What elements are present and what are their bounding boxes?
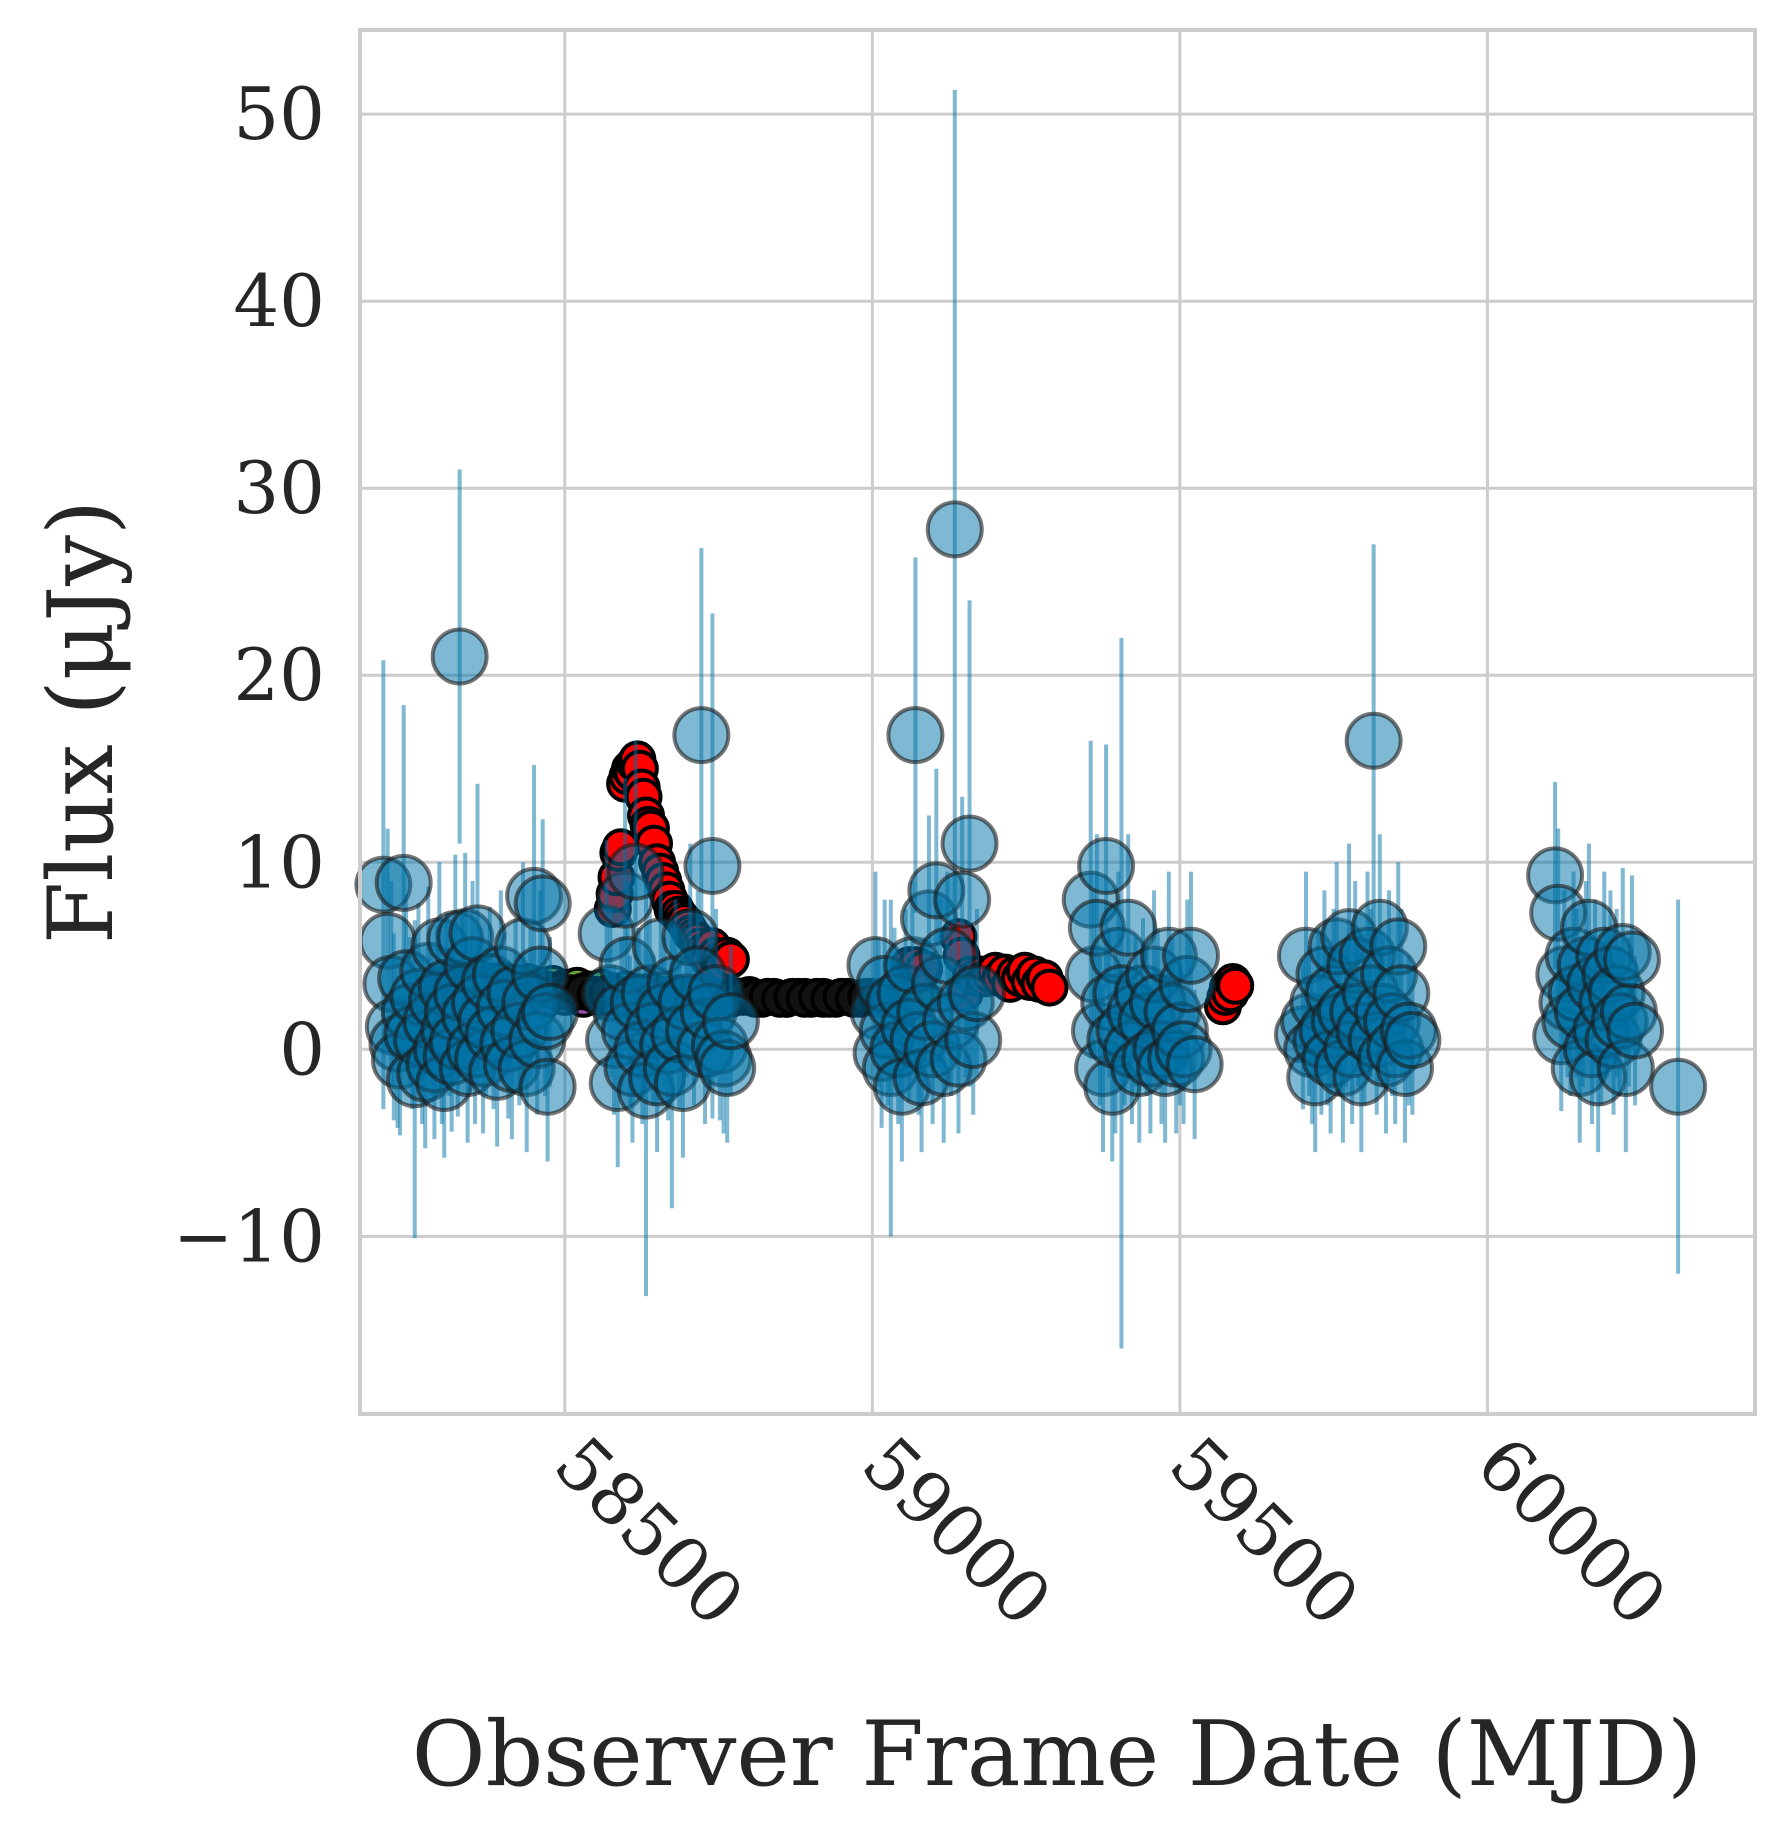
data-series <box>354 89 1708 1349</box>
y-tick-label: 10 <box>233 820 325 904</box>
data-point <box>1077 837 1136 896</box>
x-tick-label: 59000 <box>846 1421 1067 1642</box>
x-axis-ticks: 58500 59000 59500 60000 <box>539 1421 1683 1642</box>
data-point <box>1030 968 1069 1007</box>
y-tick-label: 20 <box>233 633 325 717</box>
data-point <box>1216 966 1255 1005</box>
data-point <box>1649 1057 1708 1116</box>
data-point <box>1099 898 1158 957</box>
data-point <box>1344 711 1403 770</box>
data-point <box>521 982 580 1041</box>
y-axis-label: Flux (μJy) <box>29 500 134 944</box>
y-axis-ticks: −10 0 10 20 30 40 50 <box>173 72 325 1278</box>
y-tick-label: 50 <box>233 72 325 156</box>
data-point <box>430 627 489 686</box>
x-tick-label: 58500 <box>539 1421 760 1642</box>
data-point <box>672 706 731 765</box>
data-point <box>518 1057 577 1116</box>
data-point <box>1606 1001 1665 1060</box>
y-tick-label: 0 <box>279 1007 325 1091</box>
data-point <box>940 814 999 873</box>
data-point <box>933 870 992 929</box>
y-tick-label: −10 <box>173 1194 325 1278</box>
data-point <box>886 706 945 765</box>
x-tick-label: 60000 <box>1461 1421 1682 1642</box>
data-point <box>925 500 984 559</box>
data-point <box>513 874 572 933</box>
data-point <box>947 964 1006 1023</box>
x-tick-label: 59500 <box>1154 1421 1375 1642</box>
data-point <box>701 992 760 1051</box>
plot-frame <box>358 28 1757 1416</box>
data-point <box>1161 926 1220 985</box>
data-point <box>1383 1010 1442 1069</box>
y-tick-label: 40 <box>233 259 325 343</box>
series-0 <box>354 89 1708 1349</box>
data-point <box>1602 930 1661 989</box>
x-axis-label: Observer Frame Date (MJD) <box>412 1702 1702 1807</box>
data-point <box>606 842 665 901</box>
data-point <box>1165 1035 1224 1094</box>
grid-lines <box>360 30 1755 1414</box>
data-point <box>683 837 742 896</box>
y-tick-label: 30 <box>233 446 325 530</box>
data-point <box>374 853 433 912</box>
